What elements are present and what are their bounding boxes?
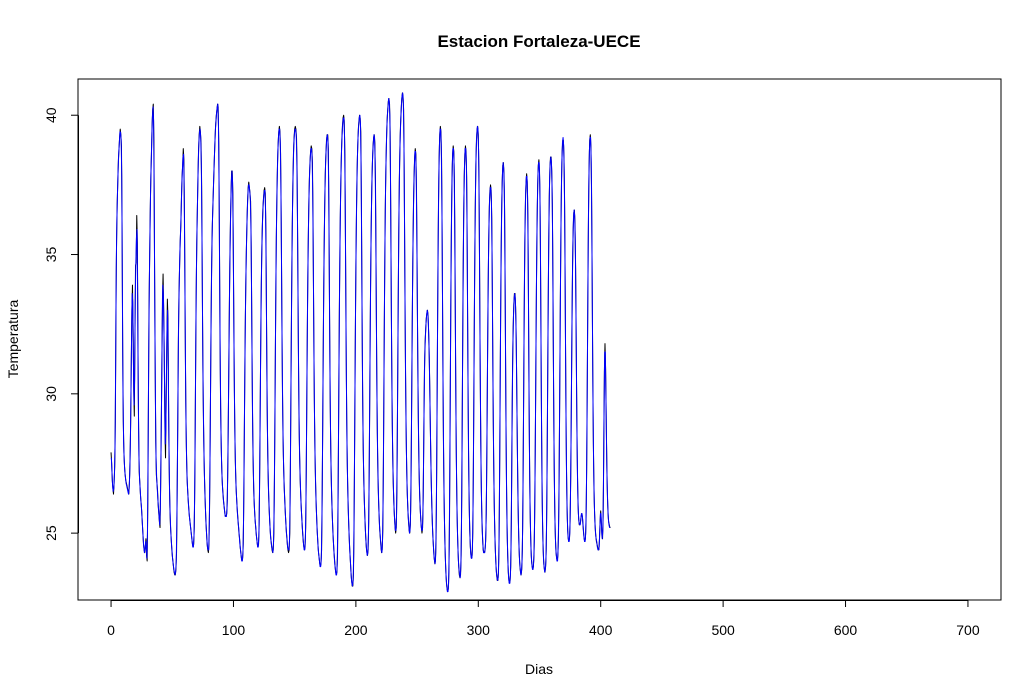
x-tick-label: 300 xyxy=(467,622,491,638)
y-axis-label: Temperatura xyxy=(5,299,21,378)
x-tick-label: 100 xyxy=(222,622,246,638)
y-axis: 25 30 35 40 xyxy=(43,107,79,541)
y-tick-label: 30 xyxy=(43,386,59,402)
y-tick-label: 40 xyxy=(43,107,59,123)
x-tick-label: 400 xyxy=(589,622,613,638)
plot-frame xyxy=(77,78,1002,601)
x-axis: 0 100 200 300 400 500 600 700 xyxy=(107,600,980,638)
x-tick-label: 600 xyxy=(834,622,858,638)
x-tick-label: 0 xyxy=(107,622,115,638)
x-tick-label: 700 xyxy=(956,622,980,638)
chart-title: Estacion Fortaleza-UECE xyxy=(437,32,640,51)
x-tick-label: 200 xyxy=(344,622,368,638)
y-tick-label: 25 xyxy=(43,525,59,541)
y-tick-label: 35 xyxy=(43,247,59,263)
x-tick-label: 500 xyxy=(711,622,735,638)
x-axis-label: Dias xyxy=(525,661,553,677)
series-line-2 xyxy=(110,92,611,593)
series-layer xyxy=(110,92,611,593)
